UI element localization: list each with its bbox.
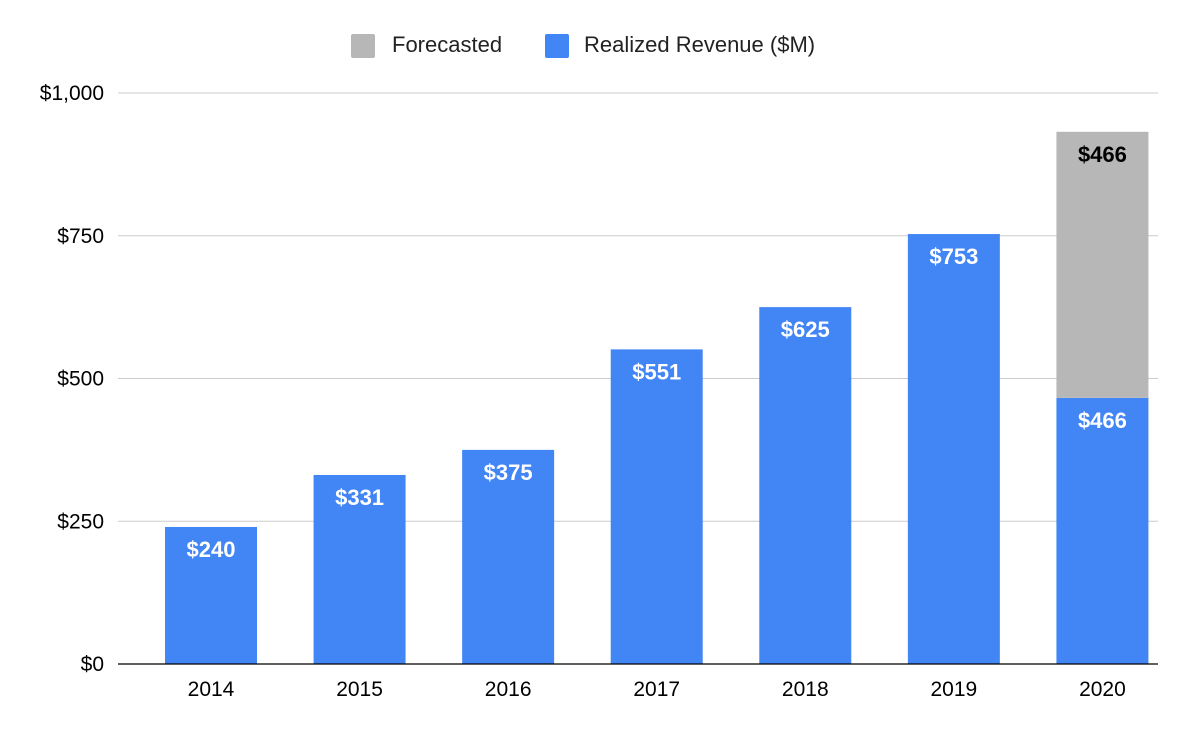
y-tick-label: $500 [57,368,104,391]
data-label: $551 [632,359,681,384]
data-label: $331 [335,485,384,510]
data-label: $753 [929,244,978,269]
data-labels: $240 $331 $375 $551 $625 $753 $466 $466 [187,142,1127,562]
bar-2015-realized [313,474,406,664]
legend-swatch [545,34,569,58]
data-label: $375 [484,460,533,485]
y-tick-label: $250 [57,510,104,533]
legend-swatch [351,34,375,58]
x-axis: 2014 2015 2016 2017 2018 2019 2020 [118,663,1158,701]
x-tick-label: 2018 [782,678,829,701]
y-tick-label: $0 [81,653,104,676]
legend-label: Realized Revenue ($M) [584,32,815,57]
bar-series [165,131,1149,665]
data-label: $625 [781,317,830,342]
data-label: $240 [187,537,236,562]
chart-legend: Forecasted Realized Revenue ($M) [351,32,815,58]
bar-2020-realized [1056,397,1149,664]
bar-2020-forecasted [1056,131,1149,398]
x-tick-label: 2014 [188,678,235,701]
x-tick-label: 2017 [633,678,680,701]
y-tick-label: $1,000 [40,82,104,105]
bar-2014-realized [165,526,257,664]
bar-2018-realized [759,307,852,664]
y-tick-label: $750 [57,225,104,248]
data-label: $466 [1078,142,1127,167]
bar-2019-realized [907,234,1000,665]
x-tick-label: 2015 [336,678,383,701]
legend-label: Forecasted [392,32,502,57]
bar-2016-realized [462,449,555,664]
x-tick-label: 2016 [485,678,532,701]
x-tick-label: 2020 [1079,678,1126,701]
data-label: $466 [1078,408,1127,433]
y-axis: $0 $250 $500 $750 $1,000 [40,82,104,676]
bar-2017-realized [610,349,703,664]
x-tick-label: 2019 [930,678,977,701]
